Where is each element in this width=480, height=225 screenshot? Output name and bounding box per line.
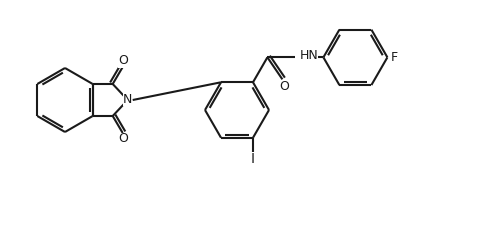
Text: F: F	[390, 51, 397, 64]
Text: I: I	[251, 152, 254, 166]
Text: O: O	[118, 54, 127, 68]
Text: HN: HN	[299, 49, 317, 62]
Text: N: N	[123, 94, 132, 106]
Text: O: O	[279, 80, 289, 93]
Text: O: O	[118, 133, 127, 146]
